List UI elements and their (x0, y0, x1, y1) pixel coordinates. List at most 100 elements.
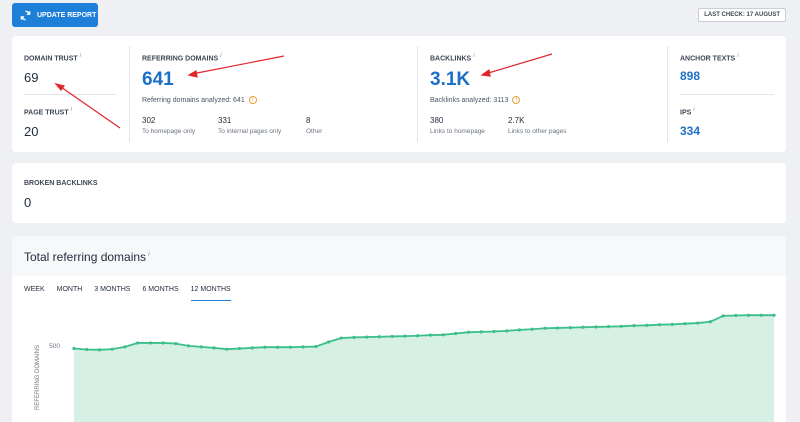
update-report-button[interactable]: UPDATE REPORT (12, 3, 98, 27)
data-point (492, 329, 496, 334)
data-point (530, 327, 534, 331)
data-point (632, 324, 636, 328)
domain-trust-value: 69 (24, 70, 39, 85)
data-point (670, 322, 674, 326)
data-point (288, 345, 292, 349)
broken-backlinks-value: 0 (24, 195, 32, 210)
referring-domains-analyzed: Referring domains analyzed: 641! (142, 96, 257, 104)
data-point (657, 323, 662, 327)
breakdown-value: 8 (306, 116, 311, 125)
chart-panel: WEEK MONTH 3 MONTHS 6 MONTHS 12 MONTHS R… (12, 276, 786, 422)
divider (680, 94, 774, 95)
data-point (326, 340, 331, 344)
data-point (161, 341, 165, 345)
domain-trust-label: DOMAIN TRUST i (24, 53, 82, 63)
annotation-arrowhead (54, 82, 66, 91)
data-point (708, 320, 712, 324)
data-point (225, 347, 229, 351)
chart-title: Total referring domains i (24, 250, 150, 264)
tab-3-months[interactable]: 3 MONTHS (94, 286, 131, 293)
data-point (123, 345, 127, 349)
last-check-badge: LAST CHECK: 17 AUGUST (698, 8, 786, 22)
info-icon[interactable]: i (737, 53, 739, 59)
tab-6-months[interactable]: 6 MONTHS (142, 286, 179, 293)
referring-domains-label: REFERRING DOMAINS i (142, 53, 222, 63)
breakdown-value: 302 (142, 116, 156, 125)
broken-backlinks-card: BROKEN BACKLINKS 0 (12, 163, 786, 223)
annotation-arrowhead (187, 70, 198, 78)
backlinks-analyzed: Backlinks analyzed: 3113! (430, 96, 521, 104)
data-point (212, 346, 216, 350)
data-point (479, 330, 483, 334)
data-point (186, 344, 191, 348)
backlinks-value[interactable]: 3.1K (430, 69, 471, 90)
data-point (594, 325, 598, 329)
data-point (174, 342, 178, 346)
data-point (581, 325, 585, 329)
data-point (683, 322, 687, 326)
info-icon[interactable]: i (693, 107, 695, 113)
data-point (734, 313, 738, 318)
warning-info-icon[interactable]: ! (248, 96, 257, 104)
ips-value[interactable]: 334 (680, 124, 701, 138)
tab-week[interactable]: WEEK (24, 286, 45, 293)
breakdown-label: Links to homepage (430, 128, 485, 135)
breakdown-label: Links to other pages (508, 128, 567, 135)
info-icon[interactable]: i (220, 53, 222, 59)
breakdown-label: To internal pages only (218, 128, 282, 135)
annotation-arrowhead (480, 68, 491, 77)
data-point (517, 328, 522, 332)
data-point (772, 313, 776, 317)
data-point (314, 344, 318, 349)
referring-domains-value[interactable]: 641 (142, 69, 174, 90)
area-chart: REFERRING DOMAINS250500 (35, 313, 776, 422)
info-icon[interactable]: i (79, 53, 82, 59)
data-point (377, 335, 382, 339)
data-point (543, 326, 547, 330)
backlinks-label: BACKLINKS i (430, 53, 475, 63)
data-point (148, 341, 152, 345)
data-point (390, 334, 394, 339)
y-axis-label: REFERRING DOMAINS (35, 345, 41, 410)
data-point (556, 326, 560, 330)
data-point (199, 345, 203, 349)
data-point (276, 345, 280, 349)
data-point (416, 334, 420, 338)
tab-month[interactable]: MONTH (56, 286, 83, 293)
series-line (73, 314, 774, 351)
update-report-label: UPDATE REPORT (37, 11, 97, 19)
breakdown-label: Other (306, 128, 323, 135)
data-point (72, 346, 76, 351)
period-tabs: WEEK MONTH 3 MONTHS 6 MONTHS 12 MONTHS (24, 286, 243, 301)
breakdown-label: To homepage only (142, 128, 196, 135)
data-point (250, 346, 254, 350)
divider (24, 94, 116, 95)
stats-card: DOMAIN TRUST i 69 PAGE TRUST i 20 REFERRIN… (12, 36, 786, 152)
referring-domains-chart-card: Total referring domains i WEEK MONTH 3 MO… (12, 236, 786, 422)
data-point (263, 345, 267, 349)
info-icon[interactable]: i (70, 107, 72, 113)
info-icon[interactable]: i (473, 53, 475, 59)
series-area (74, 315, 774, 422)
divider (129, 46, 130, 142)
data-point (441, 333, 445, 337)
info-icon[interactable]: i (148, 251, 150, 258)
anchor-texts-value[interactable]: 898 (680, 69, 701, 83)
data-point (454, 331, 458, 336)
data-point (85, 347, 89, 352)
data-point (645, 323, 649, 327)
divider (417, 46, 418, 142)
data-point (466, 330, 471, 334)
data-point (403, 334, 407, 338)
top-bar: UPDATE REPORT LAST CHECK: 17 AUGUST (12, 3, 786, 27)
data-point (746, 313, 751, 317)
refresh-icon (20, 10, 31, 20)
data-point (237, 346, 242, 351)
data-point (759, 313, 763, 317)
annotation-arrow (484, 53, 553, 75)
data-point (110, 347, 114, 351)
warning-info-icon[interactable]: ! (512, 96, 521, 104)
data-point (352, 335, 356, 340)
broken-backlinks-label: BROKEN BACKLINKS (24, 180, 98, 187)
tab-12-months[interactable]: 12 MONTHS (190, 286, 231, 301)
